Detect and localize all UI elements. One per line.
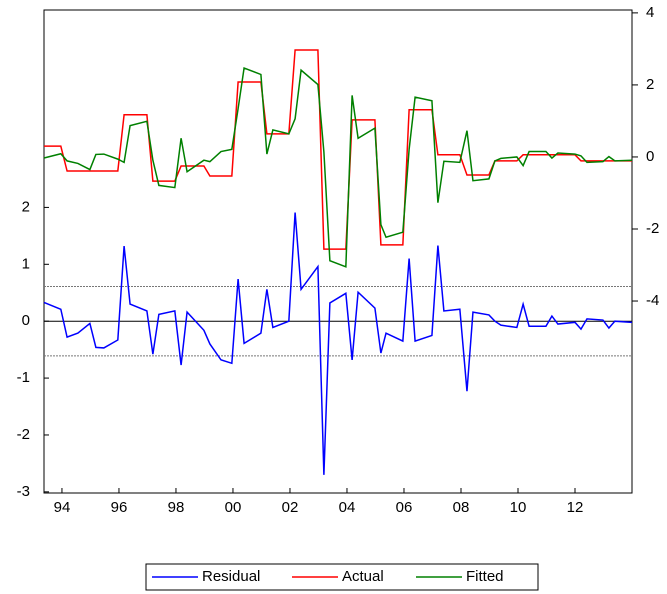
y-tick-label: 1 bbox=[22, 255, 30, 272]
series-line bbox=[43, 212, 633, 475]
series-line bbox=[43, 66, 633, 268]
legend-label: Fitted bbox=[466, 568, 504, 585]
x-tick-label: 00 bbox=[225, 499, 242, 516]
plot-frame bbox=[43, 9, 633, 494]
y2-tick-label: -2 bbox=[646, 220, 659, 237]
x-tick-label: 10 bbox=[510, 499, 527, 516]
y2-tick-label: -4 bbox=[646, 292, 659, 309]
y-tick-label: -1 bbox=[17, 369, 30, 386]
y-tick-label: 0 bbox=[22, 312, 30, 329]
series-line bbox=[44, 49, 632, 250]
y-tick-label: -3 bbox=[17, 483, 30, 500]
y2-tick-label: 4 bbox=[646, 4, 654, 21]
x-tick-label: 02 bbox=[282, 499, 299, 516]
x-tick-label: 98 bbox=[168, 499, 185, 516]
x-tick-label: 04 bbox=[339, 499, 356, 516]
y-tick-label: 2 bbox=[22, 198, 30, 215]
x-tick-label: 96 bbox=[111, 499, 128, 516]
x-tick-label: 06 bbox=[396, 499, 413, 516]
y2-tick-label: 2 bbox=[646, 76, 654, 93]
y-tick-label: -2 bbox=[17, 426, 30, 443]
x-tick-label: 08 bbox=[453, 499, 470, 516]
x-tick-label: 12 bbox=[567, 499, 584, 516]
x-tick-label: 94 bbox=[54, 499, 71, 516]
legend-box bbox=[145, 563, 539, 591]
legend-label: Actual bbox=[342, 568, 384, 585]
y2-tick-label: 0 bbox=[646, 148, 654, 165]
legend-label: Residual bbox=[202, 568, 260, 585]
